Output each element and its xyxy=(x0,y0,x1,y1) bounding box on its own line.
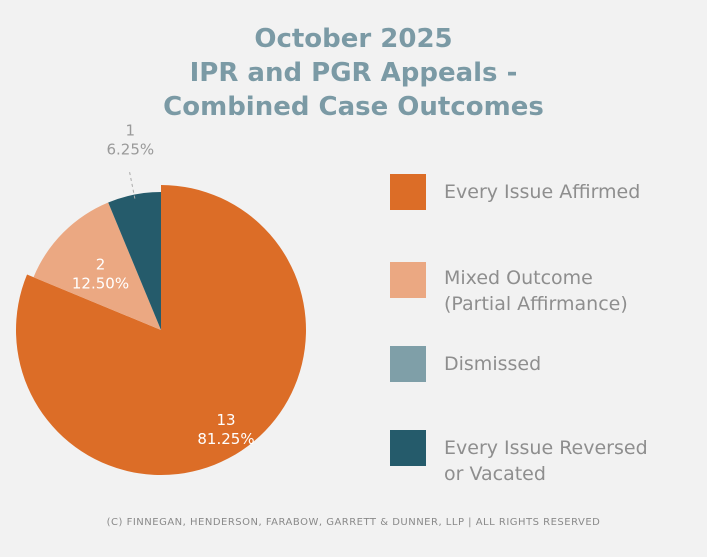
pie-slice-3 xyxy=(108,192,161,330)
data-label-count-3: 1 xyxy=(126,122,136,140)
legend-swatch-3 xyxy=(390,430,426,466)
copyright-footer: (C) FINNEGAN, HENDERSON, FARABOW, GARRET… xyxy=(106,517,601,528)
title-line-1: October 2025 xyxy=(254,24,453,54)
title-line-3: Combined Case Outcomes xyxy=(163,92,544,122)
legend-swatch-2 xyxy=(390,346,426,382)
chart-title: October 2025 IPR and PGR Appeals - Combi… xyxy=(0,22,707,124)
leader-line-3 xyxy=(128,171,136,199)
data-label-percent-0: 81.25% xyxy=(197,430,254,448)
legend-label-3: Every Issue Reversed or Vacated xyxy=(444,437,648,485)
data-label-percent-3: 6.25% xyxy=(106,141,154,159)
data-label-count-0: 13 xyxy=(216,411,235,429)
title-line-2: IPR and PGR Appeals - xyxy=(189,58,518,88)
data-label-percent-1: 12.50% xyxy=(72,274,129,292)
legend-label-1: Mixed Outcome (Partial Affirmance) xyxy=(444,267,628,315)
legend-label-2: Dismissed xyxy=(444,353,542,375)
legend-swatch-1 xyxy=(390,262,426,298)
pie-slice-1 xyxy=(33,202,161,330)
data-label-count-1: 2 xyxy=(96,255,106,273)
legend-label-0: Every Issue Affirmed xyxy=(444,181,641,203)
legend-swatch-0 xyxy=(390,174,426,210)
pie-slice-0 xyxy=(15,185,306,476)
